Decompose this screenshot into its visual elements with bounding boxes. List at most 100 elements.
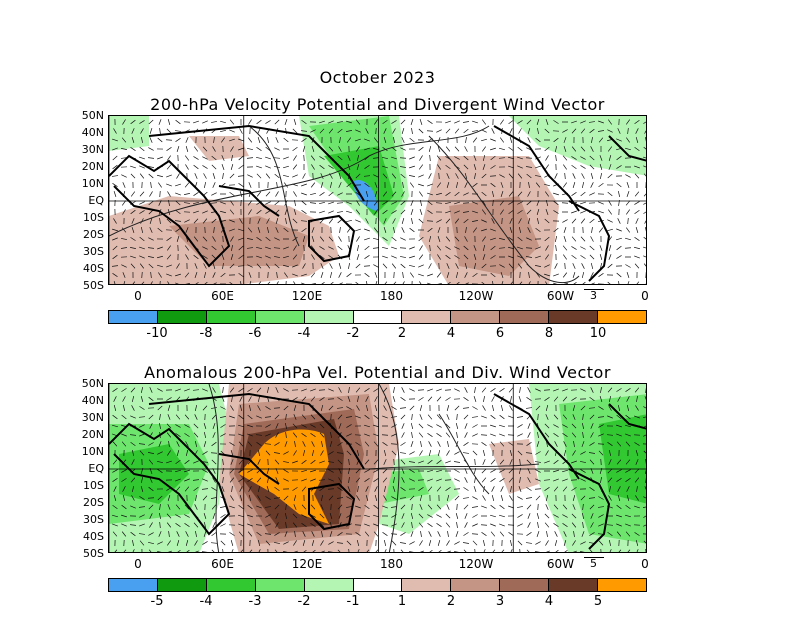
wind-vectors [111, 118, 646, 284]
shaded-region [599, 414, 646, 504]
colorbar-swatch [157, 579, 207, 591]
lat-tick-label: 20S [83, 228, 104, 241]
colorbar-swatch [549, 311, 599, 323]
colorbar-swatch [304, 579, 354, 591]
colorbar-label: 4 [544, 594, 554, 609]
colorbar-swatch [304, 311, 354, 323]
colorbar-label: 2 [397, 326, 407, 341]
lat-tick-label: 20S [83, 496, 104, 509]
colorbar-swatch [500, 579, 550, 591]
colorbar-swatch [109, 579, 158, 591]
colorbar-label: -2 [346, 326, 360, 341]
colorbar-swatch [500, 311, 550, 323]
colorbar-swatch [109, 311, 158, 323]
panel1-map-svg [109, 116, 646, 284]
lat-tick-label: 40S [83, 262, 104, 275]
colorbar-swatch [353, 579, 403, 591]
colorbar-label: 5 [593, 594, 603, 609]
lat-tick-label: 50S [83, 547, 104, 560]
lat-tick-label: 30S [83, 513, 104, 526]
grid-lines [109, 116, 646, 284]
shaded-region [509, 116, 646, 176]
colorbar-label: 10 [589, 326, 607, 341]
lat-tick-label: 40N [81, 394, 104, 407]
colorbar-swatch [451, 579, 501, 591]
lat-tick-label: 50S [83, 279, 104, 292]
lat-tick-label: 50N [81, 109, 104, 122]
lat-tick-label: 20N [81, 428, 104, 441]
lat-tick-label: 40N [81, 126, 104, 139]
lat-tick-label: 10S [83, 479, 104, 492]
colorbar-label: -10 [146, 326, 168, 341]
lat-tick-label: 10N [81, 177, 104, 190]
ref-vector-arrow [584, 289, 604, 290]
lon-tick-label: 60E [211, 289, 234, 303]
colorbar-swatch [598, 579, 646, 591]
colorbar-swatch [255, 311, 305, 323]
coastlines [109, 124, 646, 282]
colorbar-label: 1 [397, 594, 407, 609]
colorbar-swatch [402, 311, 452, 323]
shaded-region [169, 216, 309, 266]
colorbar-label: 2 [446, 594, 456, 609]
lon-tick-label: 120E [291, 557, 323, 571]
colorbar-swatch [255, 579, 305, 591]
colorbar-swatch [157, 311, 207, 323]
colorbar-label: 3 [495, 594, 505, 609]
colorbar-swatch [598, 311, 646, 323]
lat-tick-label: 40S [83, 530, 104, 543]
shaded-region [239, 429, 329, 524]
colorbar-swatch [206, 579, 256, 591]
panel2-title: Anomalous 200-hPa Vel. Potential and Div… [144, 363, 611, 382]
shaded-region [109, 116, 149, 151]
shaded-region [353, 180, 378, 211]
panel2-map-svg [109, 384, 646, 552]
lon-tick-label: 120W [458, 557, 494, 571]
shaded-region [189, 136, 249, 161]
colorbar-label: -6 [248, 326, 262, 341]
panel2-colorbar [108, 578, 647, 592]
lat-tick-label: 10N [81, 445, 104, 458]
lon-tick-label: 120W [458, 289, 494, 303]
figure-title: October 2023 [319, 68, 436, 87]
colorbar-label: 8 [544, 326, 554, 341]
lon-tick-label: 0 [134, 289, 142, 303]
wind-vectors [112, 386, 646, 552]
lon-tick-label: 60E [211, 557, 234, 571]
ref-vector-arrow [584, 557, 604, 558]
colorbar-label: -1 [346, 594, 360, 609]
colorbar-swatch [206, 311, 256, 323]
lat-tick-label: EQ [88, 462, 104, 475]
colorbar-label: -2 [297, 594, 311, 609]
colorbar-swatch [402, 579, 452, 591]
lat-tick-label: 20N [81, 160, 104, 173]
colorbar-swatch [549, 579, 599, 591]
colorbar-label: -4 [199, 594, 213, 609]
lon-tick-label: 60W [546, 557, 575, 571]
contour-lines [109, 125, 580, 284]
colorbar-swatch [353, 311, 403, 323]
colorbar-label: -3 [248, 594, 262, 609]
lon-tick-label: 0 [134, 557, 142, 571]
lat-tick-label: 30N [81, 143, 104, 156]
lat-tick-label: 30S [83, 245, 104, 258]
lon-tick-label: 0 [641, 289, 649, 303]
lat-tick-label: 50N [81, 377, 104, 390]
colorbar-label: -5 [150, 594, 164, 609]
colorbar-label: 4 [446, 326, 456, 341]
grid-lines [109, 384, 646, 552]
lat-tick-label: EQ [88, 194, 104, 207]
lat-tick-label: 10S [83, 211, 104, 224]
panel1-colorbar [108, 310, 647, 324]
panel2-ref-vector-label: 5 [590, 557, 597, 570]
panel2-map [108, 383, 647, 553]
colorbar-label: 6 [495, 326, 505, 341]
lon-tick-label: 0 [641, 557, 649, 571]
lon-tick-label: 180 [380, 557, 403, 571]
lat-tick-label: 30N [81, 411, 104, 424]
panel1-map [108, 115, 647, 285]
shaded-region [449, 196, 539, 276]
panel1-ref-vector-label: 3 [590, 289, 597, 302]
colorbar-swatch [451, 311, 501, 323]
lon-tick-label: 120E [291, 289, 323, 303]
